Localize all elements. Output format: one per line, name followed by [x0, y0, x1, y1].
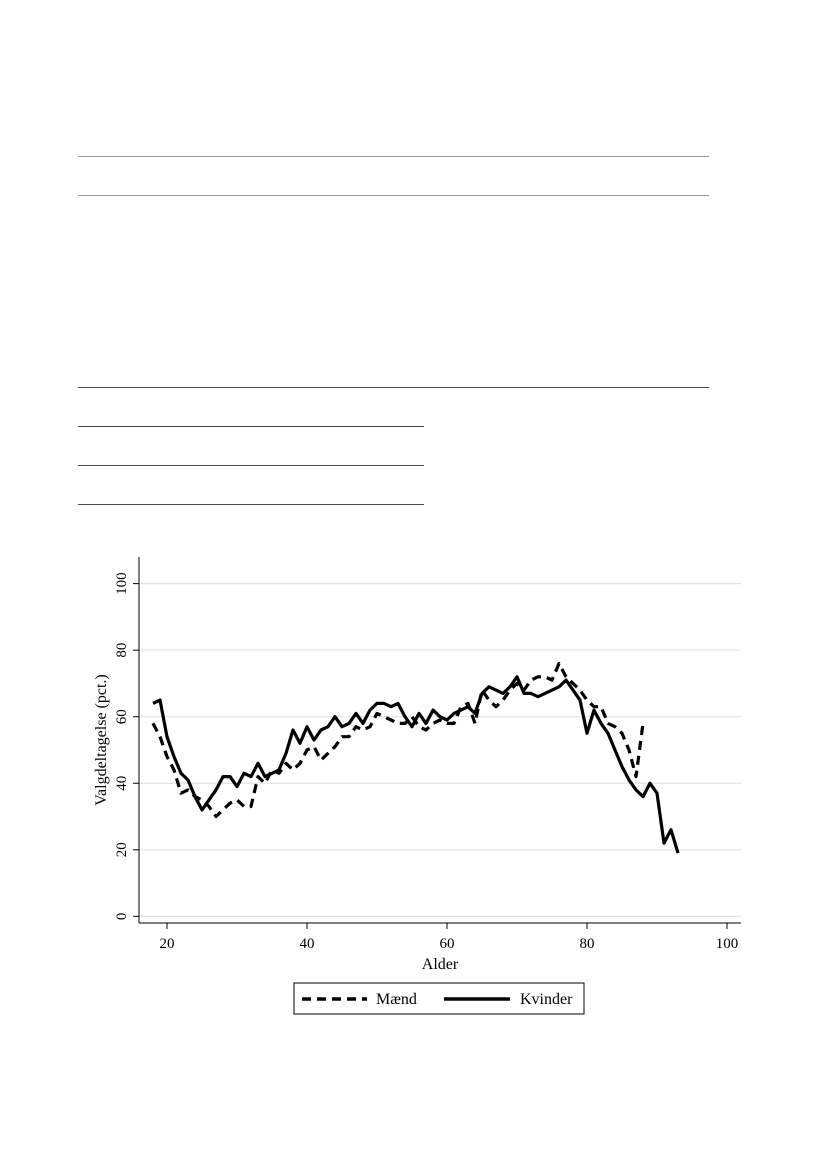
y-tick-label-0: 0 — [114, 913, 130, 921]
table-rule-top — [78, 156, 709, 157]
table-rule-6 — [78, 504, 424, 505]
x-tick-label-60: 60 — [440, 936, 455, 952]
x-tick-label-40: 40 — [300, 936, 315, 952]
table-rule-5 — [78, 465, 424, 466]
x-tick-label-100: 100 — [716, 936, 739, 952]
grid — [139, 583, 741, 917]
table-rule-2 — [78, 195, 709, 196]
series — [151, 661, 680, 854]
x-tick-label-20: 20 — [160, 936, 175, 952]
y-tick-label-60: 60 — [114, 709, 130, 724]
axes: 0 20 40 60 80 100 20 40 60 80 100 — [114, 557, 741, 952]
legend-label-kvinder: Kvinder — [520, 991, 573, 1008]
legend-label-maend: Mænd — [376, 991, 417, 1008]
y-tick-label-40: 40 — [114, 776, 130, 791]
x-axis-title: Alder — [422, 956, 459, 973]
y-tick-label-80: 80 — [114, 643, 130, 658]
table-rule-4 — [78, 426, 424, 427]
y-tick-label-100: 100 — [114, 572, 130, 595]
legend-box — [293, 982, 585, 1015]
legend: Mænd Kvinder — [293, 982, 585, 1015]
table-rule-3 — [78, 387, 709, 388]
x-tick-label-80: 80 — [580, 936, 595, 952]
series-line-kvinder — [152, 675, 680, 854]
y-tick-label-20: 20 — [114, 842, 130, 857]
y-axis-title: Valgdeltagelse (pct.) — [93, 674, 110, 806]
